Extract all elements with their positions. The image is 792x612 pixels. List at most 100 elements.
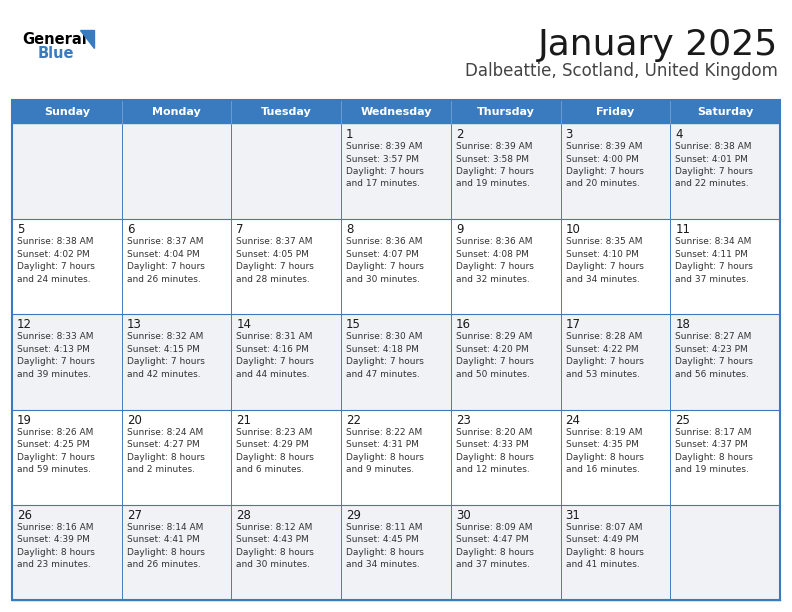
Text: Thursday: Thursday	[477, 107, 535, 117]
Text: and 28 minutes.: and 28 minutes.	[237, 275, 310, 284]
Text: Sunrise: 8:31 AM: Sunrise: 8:31 AM	[237, 332, 313, 341]
Text: Sunrise: 8:36 AM: Sunrise: 8:36 AM	[456, 237, 532, 246]
Text: Daylight: 8 hours: Daylight: 8 hours	[237, 453, 314, 461]
Text: Sunrise: 8:16 AM: Sunrise: 8:16 AM	[17, 523, 93, 532]
Bar	[12, 124, 122, 219]
Bar	[122, 409, 231, 505]
Text: Sunrise: 8:37 AM: Sunrise: 8:37 AM	[237, 237, 313, 246]
Text: 12: 12	[17, 318, 32, 332]
Text: Sunset: 4:47 PM: Sunset: 4:47 PM	[456, 536, 528, 544]
Text: 17: 17	[565, 318, 581, 332]
Bar	[122, 315, 231, 409]
Text: 28: 28	[237, 509, 251, 522]
Bar	[122, 100, 231, 124]
Text: Sunset: 4:11 PM: Sunset: 4:11 PM	[676, 250, 748, 259]
Text: Sunrise: 8:39 AM: Sunrise: 8:39 AM	[456, 142, 532, 151]
Text: and 53 minutes.: and 53 minutes.	[565, 370, 639, 379]
Text: 21: 21	[237, 414, 251, 427]
Text: Daylight: 7 hours: Daylight: 7 hours	[565, 357, 643, 367]
Text: and 47 minutes.: and 47 minutes.	[346, 370, 420, 379]
Text: Daylight: 7 hours: Daylight: 7 hours	[676, 167, 753, 176]
Text: 22: 22	[346, 414, 361, 427]
Text: and 34 minutes.: and 34 minutes.	[565, 275, 639, 284]
Text: 5: 5	[17, 223, 25, 236]
Bar	[12, 219, 122, 315]
Text: Daylight: 7 hours: Daylight: 7 hours	[676, 357, 753, 367]
Text: Daylight: 8 hours: Daylight: 8 hours	[456, 548, 534, 557]
Text: Daylight: 7 hours: Daylight: 7 hours	[237, 262, 314, 271]
Text: Sunrise: 8:22 AM: Sunrise: 8:22 AM	[346, 428, 422, 436]
Text: 1: 1	[346, 128, 354, 141]
Bar	[12, 409, 122, 505]
Text: Wednesday: Wednesday	[360, 107, 432, 117]
Text: and 30 minutes.: and 30 minutes.	[237, 561, 310, 569]
Text: 7: 7	[237, 223, 244, 236]
Text: Daylight: 7 hours: Daylight: 7 hours	[346, 167, 424, 176]
Text: Sunrise: 8:34 AM: Sunrise: 8:34 AM	[676, 237, 752, 246]
Bar	[451, 505, 561, 600]
Text: and 17 minutes.: and 17 minutes.	[346, 179, 420, 188]
Text: and 19 minutes.: and 19 minutes.	[676, 465, 749, 474]
Text: Sunset: 4:35 PM: Sunset: 4:35 PM	[565, 440, 638, 449]
Text: Sunset: 4:07 PM: Sunset: 4:07 PM	[346, 250, 419, 259]
Text: Sunrise: 8:09 AM: Sunrise: 8:09 AM	[456, 523, 532, 532]
Text: Daylight: 7 hours: Daylight: 7 hours	[127, 357, 204, 367]
Text: and 26 minutes.: and 26 minutes.	[127, 275, 200, 284]
Text: Daylight: 8 hours: Daylight: 8 hours	[17, 548, 95, 557]
Text: Sunset: 4:16 PM: Sunset: 4:16 PM	[237, 345, 310, 354]
Text: Friday: Friday	[596, 107, 634, 117]
Text: and 16 minutes.: and 16 minutes.	[565, 465, 639, 474]
Text: 16: 16	[456, 318, 471, 332]
Text: Sunset: 4:41 PM: Sunset: 4:41 PM	[127, 536, 200, 544]
Text: Sunrise: 8:14 AM: Sunrise: 8:14 AM	[127, 523, 203, 532]
Text: and 6 minutes.: and 6 minutes.	[237, 465, 305, 474]
Bar	[670, 219, 780, 315]
Text: and 37 minutes.: and 37 minutes.	[456, 561, 530, 569]
Text: Daylight: 7 hours: Daylight: 7 hours	[565, 167, 643, 176]
Text: Daylight: 7 hours: Daylight: 7 hours	[456, 262, 534, 271]
Text: Sunset: 4:13 PM: Sunset: 4:13 PM	[17, 345, 89, 354]
Bar	[670, 315, 780, 409]
Text: Sunset: 4:22 PM: Sunset: 4:22 PM	[565, 345, 638, 354]
Bar	[670, 124, 780, 219]
Text: 23: 23	[456, 414, 470, 427]
Text: Daylight: 8 hours: Daylight: 8 hours	[346, 548, 424, 557]
Text: 20: 20	[127, 414, 142, 427]
Text: General: General	[22, 32, 87, 47]
Text: Daylight: 8 hours: Daylight: 8 hours	[237, 548, 314, 557]
Bar	[451, 409, 561, 505]
Text: Sunrise: 8:39 AM: Sunrise: 8:39 AM	[346, 142, 423, 151]
Bar	[451, 124, 561, 219]
Text: and 39 minutes.: and 39 minutes.	[17, 370, 91, 379]
Text: 30: 30	[456, 509, 470, 522]
Text: Daylight: 8 hours: Daylight: 8 hours	[346, 453, 424, 461]
Text: and 34 minutes.: and 34 minutes.	[346, 561, 420, 569]
Bar	[670, 409, 780, 505]
Text: 3: 3	[565, 128, 573, 141]
Text: Sunset: 4:10 PM: Sunset: 4:10 PM	[565, 250, 638, 259]
Bar	[341, 505, 451, 600]
Text: and 50 minutes.: and 50 minutes.	[456, 370, 530, 379]
Text: and 23 minutes.: and 23 minutes.	[17, 561, 91, 569]
Text: and 19 minutes.: and 19 minutes.	[456, 179, 530, 188]
Text: Sunrise: 8:20 AM: Sunrise: 8:20 AM	[456, 428, 532, 436]
Text: Daylight: 7 hours: Daylight: 7 hours	[565, 262, 643, 271]
Text: Sunset: 4:37 PM: Sunset: 4:37 PM	[676, 440, 748, 449]
Bar	[122, 219, 231, 315]
Text: Daylight: 7 hours: Daylight: 7 hours	[17, 357, 95, 367]
Text: Sunset: 4:31 PM: Sunset: 4:31 PM	[346, 440, 419, 449]
Bar	[231, 124, 341, 219]
Text: Sunrise: 8:23 AM: Sunrise: 8:23 AM	[237, 428, 313, 436]
Text: Sunday: Sunday	[44, 107, 89, 117]
Bar	[12, 100, 780, 600]
Text: 4: 4	[676, 128, 683, 141]
Text: Daylight: 7 hours: Daylight: 7 hours	[17, 453, 95, 461]
Text: 25: 25	[676, 414, 690, 427]
Text: and 44 minutes.: and 44 minutes.	[237, 370, 310, 379]
Bar	[341, 219, 451, 315]
Text: 11: 11	[676, 223, 691, 236]
Text: 18: 18	[676, 318, 690, 332]
Text: Sunrise: 8:12 AM: Sunrise: 8:12 AM	[237, 523, 313, 532]
Polygon shape	[80, 30, 94, 48]
Bar	[670, 505, 780, 600]
